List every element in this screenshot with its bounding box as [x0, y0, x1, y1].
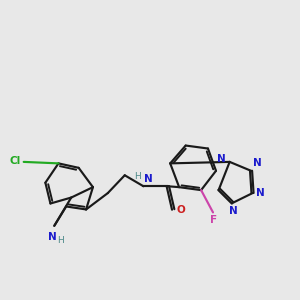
Text: Cl: Cl — [10, 156, 21, 166]
Text: N: N — [48, 232, 57, 242]
Text: F: F — [210, 215, 217, 225]
Text: H: H — [134, 172, 141, 181]
Text: N: N — [217, 154, 226, 164]
Text: O: O — [177, 205, 185, 215]
Text: N: N — [229, 206, 238, 217]
Text: N: N — [254, 158, 262, 168]
Text: N: N — [144, 174, 153, 184]
Text: H: H — [57, 236, 64, 245]
Text: N: N — [256, 188, 265, 198]
